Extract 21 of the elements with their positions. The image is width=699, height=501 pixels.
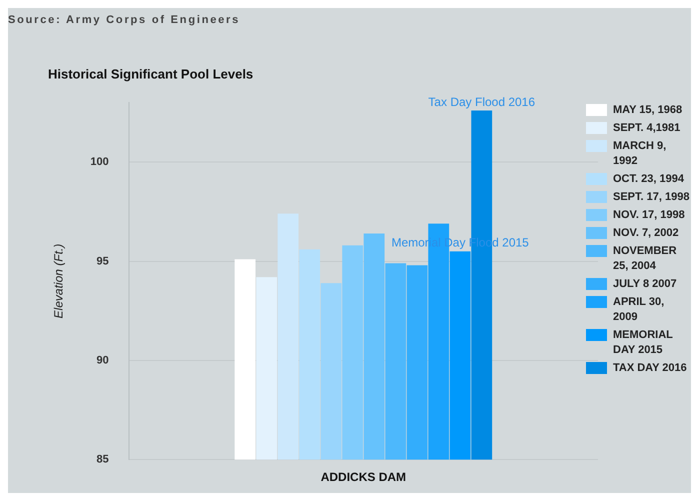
- legend-label: SEPT. 17, 1998: [613, 190, 690, 205]
- legend-label: MARCH 9, 1992: [613, 139, 668, 169]
- y-tick-label: 100: [90, 156, 109, 168]
- annotation: Tax Day Flood 2016: [428, 94, 536, 109]
- legend-label: APRIL 30, 2009: [613, 295, 666, 325]
- legend-label: NOVEMBER 25, 2004: [613, 244, 678, 274]
- legend-label: SEPT. 4,1981: [613, 121, 680, 136]
- x-tick-label: ADDICKS DAM: [320, 470, 406, 484]
- legend-label: MEMORIAL DAY 2015: [613, 328, 674, 358]
- y-tick-label: 85: [96, 454, 109, 466]
- y-tick-label: 95: [96, 255, 109, 268]
- legend-label: NOV. 17, 1998: [613, 208, 685, 223]
- y-axis-title: Elevation (Ft.): [52, 244, 66, 318]
- legend-label: NOV. 7, 2002: [613, 226, 679, 241]
- chart-title: Historical Significant Pool Levels: [48, 66, 254, 82]
- source-note: Source: Army Corps of Engineers: [8, 14, 240, 26]
- y-tick-label: 90: [96, 354, 109, 366]
- legend-label: JULY 8 2007: [613, 277, 677, 292]
- legend-label: TAX DAY 2016: [613, 361, 687, 376]
- legend-label: MAY 15, 1968: [613, 103, 682, 118]
- legend-label: OCT. 23, 1994: [613, 172, 684, 187]
